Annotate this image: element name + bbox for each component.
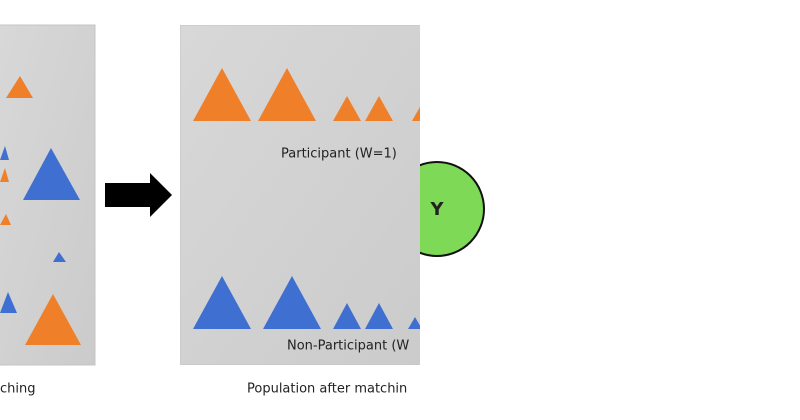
triangle [258, 68, 316, 121]
triangle [25, 294, 81, 345]
triangle [0, 146, 9, 160]
triangle [333, 96, 361, 121]
triangle [193, 276, 251, 329]
arrow [105, 173, 172, 217]
triangle [53, 252, 66, 262]
triangle [23, 148, 80, 200]
node-label: Y [429, 199, 444, 220]
triangle [6, 76, 33, 98]
triangle [408, 317, 420, 329]
triangle [333, 303, 361, 329]
triangle [0, 214, 11, 225]
left-caption: ching [0, 382, 36, 397]
triangle [0, 292, 17, 313]
triangle [365, 303, 393, 329]
top-label: Participant (W=1) [281, 147, 397, 162]
triangle [193, 68, 251, 121]
right-caption: Population after matchin [247, 382, 407, 397]
triangle [365, 96, 393, 121]
triangle [263, 276, 321, 329]
left-panel [0, 24, 96, 366]
bottom-label: Non-Participant (W [287, 339, 409, 354]
triangle [0, 168, 9, 182]
right-panel: Participant (W=1) Non-Participant (W [180, 25, 420, 365]
triangle [412, 106, 420, 121]
